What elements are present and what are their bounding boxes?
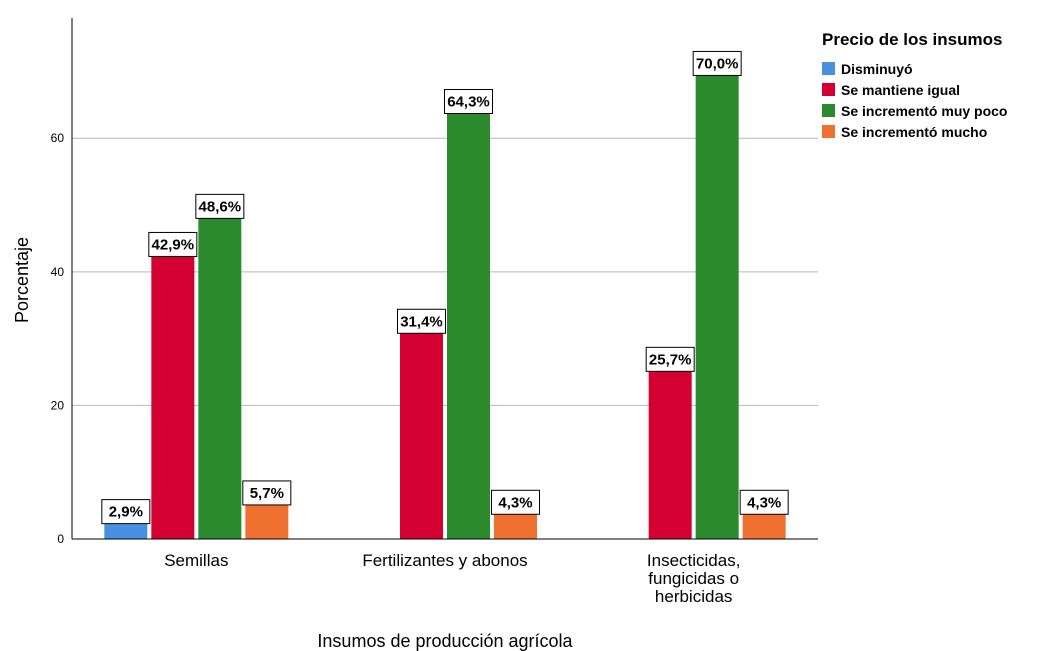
data-label-box (645, 346, 695, 372)
x-tick-label: Insecticidas, fungicidas o herbicidas (647, 551, 741, 606)
data-label-box (195, 193, 245, 219)
data-label-box (148, 231, 198, 257)
legend-item: Se incrementó muy poco (841, 103, 1007, 119)
data-label-box (397, 308, 446, 334)
bars (104, 71, 786, 539)
x-tick-label: Semillas (164, 551, 228, 570)
legend-swatch (822, 125, 835, 138)
x-tick-label: Fertilizantes y abonos (362, 551, 527, 570)
legend-item: Disminuyó (841, 61, 913, 77)
data-label: 70,0% (696, 55, 739, 72)
data-label-box (101, 499, 151, 525)
legend: Precio de los insumos Disminuyó Se mantie… (822, 30, 1007, 140)
y-tick-label: 0 (57, 532, 64, 546)
bar (742, 510, 786, 539)
data-label-box (491, 489, 540, 515)
data-label: 4,3% (747, 494, 781, 511)
x-axis: Semillas Fertilizantes y abonos Insecticid… (72, 538, 818, 606)
data-label: 2,9% (109, 504, 143, 521)
legend-title: Precio de los insumos (822, 30, 1002, 49)
legend-item: Se incrementó mucho (841, 124, 987, 140)
legend-item: Se mantiene igual (841, 82, 960, 98)
bar (151, 252, 195, 539)
y-tick-label: 20 (51, 398, 65, 412)
data-label: 4,3% (498, 494, 532, 511)
bar (245, 500, 289, 539)
data-label: 48,6% (199, 198, 242, 215)
y-axis: 0 20 40 60 (51, 18, 73, 546)
bar (104, 519, 148, 539)
bar (648, 367, 692, 539)
data-labels: 2,9% 42,9% 48,6% 5,7% 31,4% 64,3% 4,3% 25,7% 70,… (101, 50, 789, 525)
bar (494, 510, 537, 539)
data-label-box (739, 489, 789, 515)
bar (447, 109, 490, 539)
bar (695, 71, 739, 539)
y-tick-label: 40 (51, 265, 65, 279)
legend-swatch (822, 83, 835, 96)
data-label-box (444, 89, 493, 115)
y-axis-title: Porcentaje (12, 237, 32, 323)
legend-swatch (822, 104, 835, 117)
data-label-box (692, 50, 742, 76)
data-label: 64,3% (447, 94, 490, 111)
y-tick-label: 60 (51, 131, 65, 145)
data-label: 42,9% (152, 236, 195, 253)
bar (400, 329, 443, 539)
x-axis-title: Insumos de producción agrícola (317, 631, 573, 651)
gridlines (72, 137, 818, 406)
data-label: 31,4% (400, 313, 443, 330)
bar (198, 214, 242, 539)
data-label-box (242, 480, 292, 506)
legend-swatch (822, 62, 835, 75)
data-label: 5,7% (250, 485, 284, 502)
data-label: 25,7% (649, 351, 692, 368)
